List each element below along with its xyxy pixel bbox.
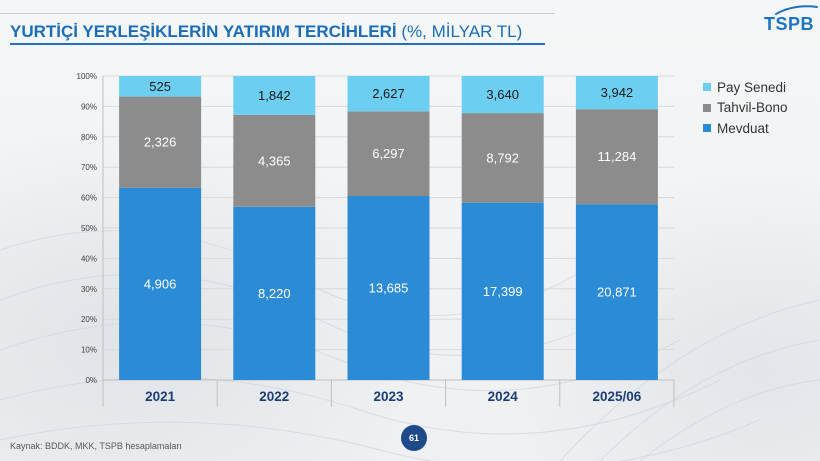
slide-title: YURTİÇİ YERLEŞİKLERİN YATIRIM TERCİHLERİ… [10,22,522,42]
data-label-pay-senedi-2023: 2,627 [372,86,405,101]
bar-stack-2021: 4,906 2,326 525 [119,76,202,380]
data-label-tahvil-bono-2024: 8,792 [486,150,519,165]
bar-segment-mevduat-2021 [119,187,202,380]
title-main: YURTİÇİ YERLEŞİKLERİN YATIRIM TERCİHLERİ [10,22,397,41]
y-tick-label: 0% [85,376,97,385]
bar-stack-2023: 13,685 6,297 2,627 [347,76,430,380]
legend-item-mevduat: Mevduat [703,118,815,139]
bar-segment-pay-senedi-2022 [233,76,316,115]
legend-item-tahvil-bono: Tahvil-Bono [703,98,815,119]
legend-swatch [703,124,711,133]
bar-segment-mevduat-2024 [461,202,544,380]
bar-segment-tahvil-bono-2021 [119,96,202,188]
bar-stack-2024: 17,399 8,792 3,640 [461,76,544,380]
y-tick-label: 20% [81,315,97,324]
page-number-badge: 61 [401,425,427,451]
bar-segment-pay-senedi-2021 [119,76,202,97]
logo-text: TSPB [764,14,815,34]
x-tick-label: 2021 [145,389,176,404]
bar-segment-pay-senedi-2025-06 [575,76,658,110]
data-label-tahvil-bono-2021: 2,326 [144,135,177,150]
bar-segment-mevduat-2022 [233,206,316,380]
data-label-mevduat-2025-06: 20,871 [597,285,637,300]
legend-item-pay-senedi: Pay Senedi [703,77,815,98]
y-tick-label: 70% [81,163,97,172]
bar-stack-2025-06: 20,871 11,284 3,942 [575,76,658,380]
legend: Pay Senedi Tahvil-Bono Mevduat [703,77,815,139]
data-label-mevduat-2024: 17,399 [483,284,523,299]
y-tick-label: 30% [81,285,97,294]
x-tick-label: 2025/06 [592,389,641,404]
data-label-tahvil-bono-2023: 6,297 [372,146,405,161]
y-tick-label: 100% [77,72,97,81]
top-rule [0,13,555,14]
x-tick-label: 2024 [488,389,519,404]
title-unit: (%, MİLYAR TL) [401,22,523,41]
legend-label: Tahvil-Bono [717,100,788,116]
legend-label: Pay Senedi [717,79,787,95]
legend-swatch [703,103,711,112]
data-label-tahvil-bono-2022: 4,365 [258,153,291,168]
data-label-pay-senedi-2024: 3,640 [486,87,519,102]
legend-label: Mevduat [717,120,769,136]
x-tick-label: 2023 [373,389,404,404]
bar-segment-mevduat-2025-06 [575,204,658,380]
bar-segment-tahvil-bono-2023 [347,111,430,196]
y-tick-label: 40% [81,254,97,263]
bar-segment-tahvil-bono-2022 [233,114,316,207]
y-tick-label: 10% [81,346,97,355]
bar-segment-pay-senedi-2023 [347,76,430,112]
bar-segment-mevduat-2023 [347,195,430,380]
data-label-mevduat-2021: 4,906 [144,276,177,291]
data-label-pay-senedi-2021: 525 [149,79,171,94]
page-number: 61 [408,433,419,443]
logo-swoosh-icon [775,5,818,15]
data-label-pay-senedi-2022: 1,842 [258,88,291,103]
bar-segment-tahvil-bono-2025-06 [575,109,658,205]
title-underline [10,43,545,45]
y-tick-label: 80% [81,133,97,142]
bar-segment-pay-senedi-2024 [461,76,544,114]
data-label-tahvil-bono-2025-06: 11,284 [598,149,637,164]
y-tick-label: 60% [81,194,97,203]
y-tick-label: 90% [81,102,97,111]
data-label-mevduat-2023: 13,685 [369,280,409,295]
x-tick-label: 2022 [259,389,289,404]
data-label-mevduat-2022: 8,220 [258,286,291,301]
tspb-logo: TSPB [764,2,818,36]
y-tick-label: 50% [81,224,97,233]
legend-swatch [703,83,711,92]
data-label-pay-senedi-2025-06: 3,942 [601,85,634,100]
bar-stack-2022: 8,220 4,365 1,842 [233,76,316,380]
bar-segment-tahvil-bono-2024 [461,113,544,203]
source-note: Kaynak: BDDK, MKK, TSPB hesaplamaları [10,441,182,451]
